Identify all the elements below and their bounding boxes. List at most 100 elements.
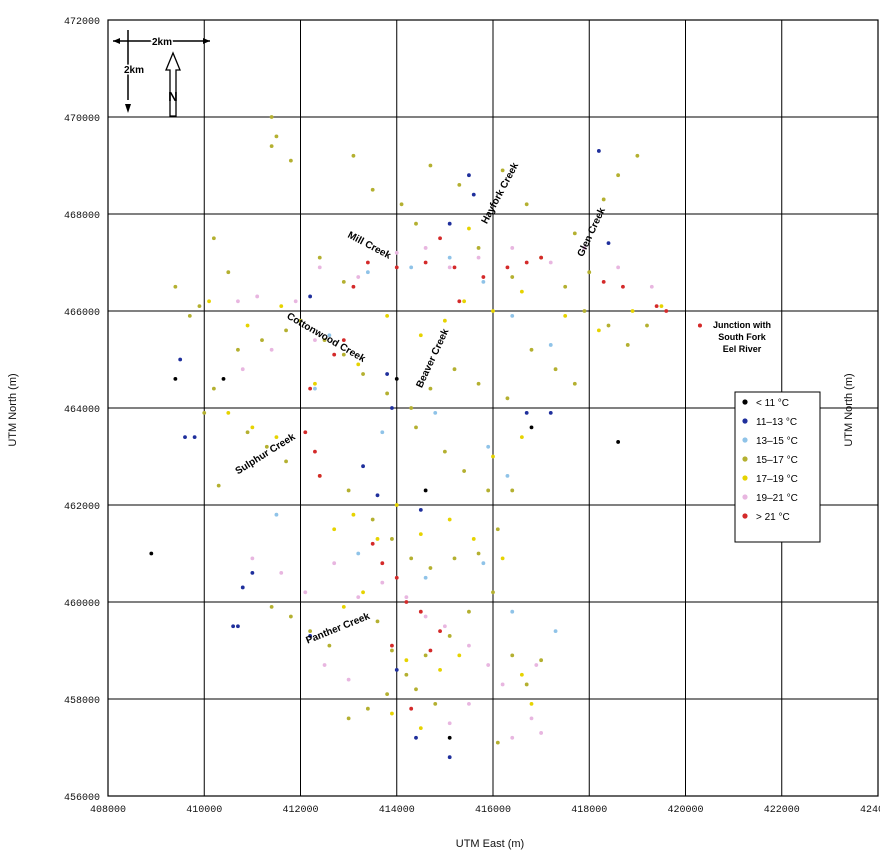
junction-label-line: Junction with <box>713 320 771 330</box>
x-tick-label: 412000 <box>282 805 318 816</box>
data-point <box>385 391 390 396</box>
data-point <box>399 202 404 207</box>
legend-entry: < 11 °C <box>756 398 789 409</box>
data-point <box>293 299 298 304</box>
y-tick-label: 460000 <box>64 599 100 610</box>
data-point <box>524 410 529 415</box>
x-tick-label: 414000 <box>379 805 415 816</box>
data-point <box>394 377 399 381</box>
data-point <box>452 265 457 270</box>
data-point <box>500 682 505 687</box>
data-point <box>187 313 192 318</box>
y-tick-label: 462000 <box>64 502 100 513</box>
data-point <box>423 653 428 658</box>
data-point <box>606 323 611 328</box>
data-point <box>442 318 447 323</box>
legend-swatch <box>742 437 748 443</box>
data-point <box>149 551 154 556</box>
data-point <box>183 435 187 439</box>
data-point <box>404 595 409 600</box>
data-point <box>404 600 409 604</box>
data-point <box>308 294 313 299</box>
data-point <box>621 284 625 289</box>
y-tick-labels: 456000 458000 460000 462000 464000 466000 4680… <box>64 17 100 804</box>
data-point <box>308 629 313 633</box>
data-point <box>510 488 515 493</box>
data-point <box>385 692 390 697</box>
data-point <box>414 425 418 430</box>
data-point <box>173 284 178 289</box>
data-point <box>370 517 375 522</box>
data-point <box>447 721 452 726</box>
data-point <box>365 706 370 711</box>
data-point <box>298 318 303 323</box>
data-point <box>245 323 250 328</box>
data-point <box>356 362 361 367</box>
data-point <box>390 711 394 716</box>
data-point <box>467 609 471 614</box>
plot-frame <box>107 19 879 797</box>
x-tick-label: 418000 <box>571 805 607 816</box>
data-point <box>447 221 452 226</box>
data-point <box>495 740 500 745</box>
data-point <box>442 624 447 629</box>
data-point <box>524 682 529 687</box>
data-point <box>240 585 245 590</box>
data-point <box>264 444 269 449</box>
data-point <box>414 735 418 740</box>
data-point <box>572 381 577 386</box>
legend-entry: 13–15 °C <box>756 436 798 447</box>
data-point <box>601 197 606 202</box>
data-point <box>236 347 240 352</box>
data-point <box>447 735 452 740</box>
data-point <box>370 187 375 192</box>
data-point <box>375 619 380 624</box>
data-point <box>207 299 211 304</box>
data-point <box>250 425 255 430</box>
data-point <box>462 469 467 473</box>
data-point <box>486 444 491 449</box>
x-tick-label: 420000 <box>667 805 703 816</box>
data-point <box>510 653 515 658</box>
data-point <box>317 265 322 270</box>
y-axis-label: UTM North (m) <box>7 373 19 446</box>
data-point <box>467 226 471 231</box>
data-point <box>524 202 529 207</box>
y-tick-label: 464000 <box>64 405 100 416</box>
data-point <box>322 338 327 342</box>
x-tick-label: 416000 <box>475 805 511 816</box>
data-point <box>390 537 394 541</box>
data-point <box>404 672 409 677</box>
scale-horizontal-label: 2km <box>152 37 172 48</box>
data-point <box>216 483 221 488</box>
data-point <box>313 381 317 386</box>
data-point <box>447 755 452 760</box>
junction-label-line: South Fork <box>718 332 766 342</box>
data-point <box>616 265 621 270</box>
data-point <box>452 556 457 561</box>
data-point <box>409 556 414 561</box>
data-point <box>409 265 414 270</box>
data-point <box>423 246 428 250</box>
data-point <box>418 609 423 614</box>
data-point <box>438 668 442 672</box>
data-point <box>211 386 216 391</box>
data-point <box>548 410 553 415</box>
data-point <box>505 396 510 401</box>
data-point <box>192 435 197 439</box>
data-point <box>327 643 332 648</box>
data-point <box>529 701 534 706</box>
data-point <box>438 629 442 633</box>
data-point <box>390 406 394 410</box>
data-point <box>380 580 385 585</box>
data-point <box>236 624 240 629</box>
data-point <box>476 255 481 260</box>
data-point <box>616 440 621 444</box>
data-point <box>452 367 457 372</box>
data-point <box>313 386 317 391</box>
data-point <box>279 571 284 575</box>
creek-label: Sulphur Creek <box>234 431 298 477</box>
data-point <box>659 304 664 309</box>
data-point <box>582 246 587 250</box>
data-point <box>404 658 409 663</box>
